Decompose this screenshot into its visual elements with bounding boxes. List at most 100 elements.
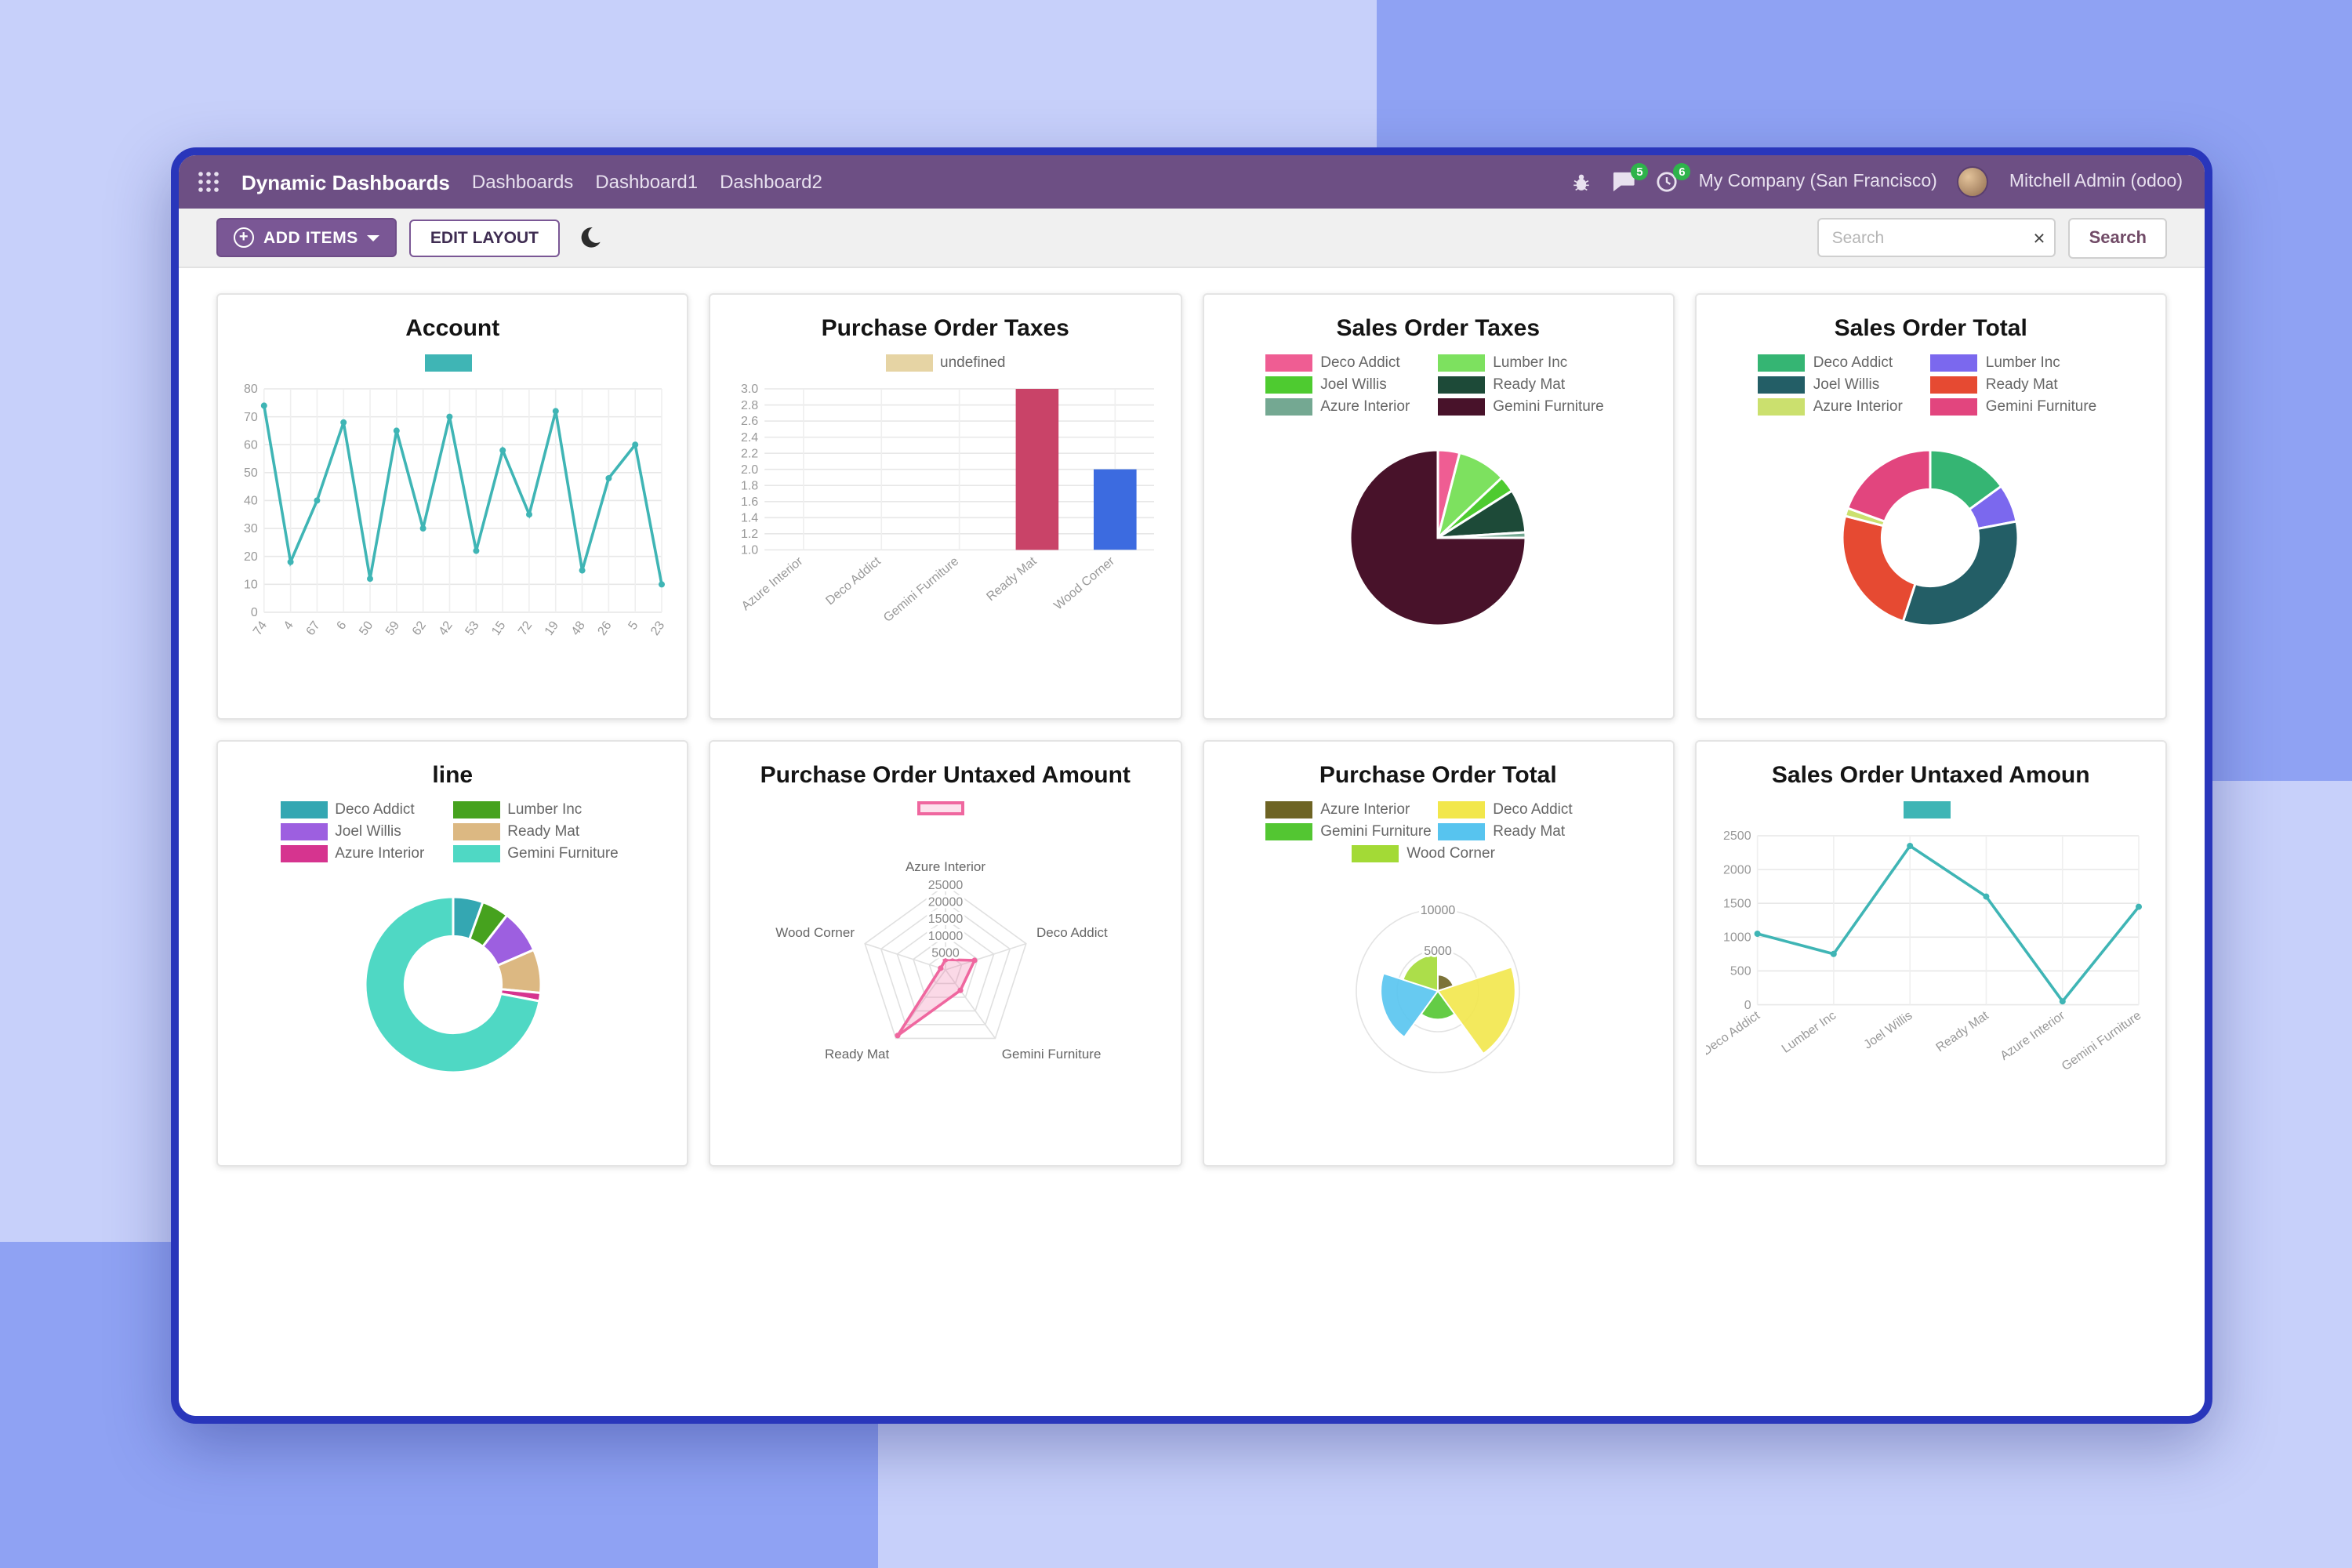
legend-item[interactable] [425, 354, 480, 371]
clear-search-icon[interactable]: × [2033, 225, 2045, 249]
legend-item[interactable]: Lumber Inc [1438, 354, 1610, 371]
svg-text:Ready Mat: Ready Mat [984, 554, 1040, 604]
legend-item[interactable]: Deco Addict [1758, 354, 1931, 371]
svg-text:1.4: 1.4 [741, 512, 758, 525]
legend-swatch [452, 844, 500, 862]
menu-dashboard2[interactable]: Dashboard2 [720, 171, 822, 193]
svg-text:40: 40 [243, 495, 257, 508]
svg-text:3.0: 3.0 [741, 383, 758, 396]
legend-item[interactable]: Lumber Inc [1930, 354, 2103, 371]
legend-item[interactable]: Wood Corner [1352, 844, 1524, 862]
legend-item[interactable]: Gemini Furniture [1930, 397, 2103, 415]
legend-swatch [1903, 800, 1951, 818]
svg-text:50: 50 [243, 466, 257, 480]
legend-item[interactable]: Gemini Furniture [1438, 397, 1610, 415]
legend-item[interactable]: Azure Interior [1265, 800, 1438, 818]
legend-item[interactable]: Deco Addict [1265, 354, 1438, 371]
legend-item[interactable]: Lumber Inc [452, 800, 625, 818]
chart-legend [264, 351, 641, 373]
control-panel-right: × Search [1817, 217, 2167, 258]
chart-canvas: 1.0 1.2 1.4 1.6 1.8 2.0 2.2 2.4 2.6 2.8 3.0 Azure I… [721, 376, 1170, 646]
svg-text:48: 48 [568, 619, 587, 637]
legend-item[interactable]: Deco Addict [280, 800, 452, 818]
dark-mode-moon-icon[interactable] [578, 226, 601, 249]
svg-text:Gemini Furniture: Gemini Furniture [1002, 1047, 1102, 1062]
bug-icon[interactable] [1572, 172, 1592, 192]
legend-swatch [1758, 397, 1806, 415]
messages-icon[interactable]: 5 [1613, 163, 1649, 193]
menu-dashboard1[interactable]: Dashboard1 [595, 171, 699, 193]
legend-item[interactable]: Joel Willis [1265, 376, 1438, 393]
legend-swatch [1352, 844, 1399, 862]
company-switcher[interactable]: My Company (San Francisco) [1698, 172, 1937, 191]
avatar[interactable] [1957, 166, 1989, 198]
legend-swatch [1265, 376, 1313, 393]
legend-swatch [452, 822, 500, 840]
svg-text:70: 70 [243, 411, 257, 424]
legend-item[interactable]: Deco Addict [1438, 800, 1610, 818]
legend-item[interactable]: Azure Interior [280, 844, 452, 862]
chart-canvas [1707, 420, 2155, 655]
legend-label: Joel Willis [1813, 376, 1880, 393]
legend-label: Azure Interior [1320, 800, 1410, 818]
svg-text:60: 60 [243, 438, 257, 452]
top-navbar: Dynamic Dashboards Dashboards Dashboard1… [179, 155, 2205, 209]
add-items-button[interactable]: + ADD ITEMS [216, 218, 397, 257]
card-title: line [432, 762, 474, 789]
svg-text:0: 0 [1744, 999, 1751, 1012]
legend-swatch [917, 800, 965, 815]
legend-swatch [1438, 397, 1486, 415]
legend-label: Lumber Inc [507, 800, 583, 818]
doughnut-chart [1842, 448, 2020, 627]
dashboard-card: Sales Order Total Deco Addict Lumber Inc J… [1694, 293, 2167, 720]
legend-label: Wood Corner [1406, 844, 1495, 862]
legend-label: Deco Addict [1493, 800, 1573, 818]
legend-item[interactable]: Gemini Furniture [1265, 822, 1438, 840]
user-menu[interactable]: Mitchell Admin (odoo) [2009, 172, 2183, 191]
svg-text:1.8: 1.8 [741, 479, 758, 492]
legend-item[interactable]: Ready Mat [1438, 822, 1610, 840]
svg-text:5000: 5000 [931, 946, 960, 960]
edit-layout-button[interactable]: EDIT LAYOUT [409, 219, 559, 256]
legend-item[interactable]: Ready Mat [1930, 376, 2103, 393]
card-title: Purchase Order Taxes [821, 315, 1069, 342]
svg-text:5000: 5000 [1424, 945, 1452, 958]
plus-icon: + [234, 227, 254, 248]
legend-swatch [280, 822, 328, 840]
legend-label: Gemini Furniture [507, 844, 619, 862]
dashboard-card: Purchase Order Total Azure Interior Deco … [1202, 740, 1675, 1167]
legend-item[interactable] [917, 800, 973, 815]
svg-text:Azure Interior: Azure Interior [906, 859, 985, 874]
legend-item[interactable]: undefined [885, 354, 1005, 371]
chart-legend [1743, 798, 2119, 820]
chart-canvas [1214, 420, 1662, 655]
svg-text:25000: 25000 [928, 879, 964, 892]
legend-swatch [1438, 376, 1486, 393]
legend-item[interactable]: Joel Willis [1758, 376, 1931, 393]
legend-label: Gemini Furniture [1320, 822, 1432, 840]
search-input[interactable] [1817, 218, 2056, 257]
apps-grid-icon[interactable] [198, 171, 220, 193]
svg-text:42: 42 [436, 619, 455, 637]
legend-item[interactable] [1903, 800, 1958, 818]
legend-swatch [1930, 354, 1978, 371]
activities-clock-icon[interactable]: 6 [1657, 163, 1691, 193]
chart-canvas: 0 10 20 30 40 50 60 70 80 74 4 67 6 50 59 62 42 53 15 72 19 4… [228, 376, 677, 646]
search-button[interactable]: Search [2068, 217, 2167, 258]
legend-swatch [1438, 822, 1486, 840]
legend-item[interactable]: Ready Mat [1438, 376, 1610, 393]
legend-item[interactable]: Azure Interior [1758, 397, 1931, 415]
chart-canvas: 0 500 1000 1500 2000 2500 Deco Addict Lumber In… [1707, 823, 2155, 1093]
legend-item[interactable]: Gemini Furniture [452, 844, 625, 862]
legend-swatch [1758, 376, 1806, 393]
doughnut-chart [363, 895, 542, 1074]
legend-item[interactable]: Joel Willis [280, 822, 452, 840]
dashboard-card: Account 0 10 20 30 40 50 60 70 80 74 4 67 6 50 59 62 42 5… [216, 293, 689, 720]
svg-text:10000: 10000 [928, 930, 964, 943]
menu-dashboards[interactable]: Dashboards [471, 171, 574, 193]
chart-canvas [228, 867, 677, 1102]
dashboard-card: Purchase Order Taxes undefined 1.0 1.2 1.4… [709, 293, 1181, 720]
legend-item[interactable]: Azure Interior [1265, 397, 1438, 415]
legend-item[interactable]: Ready Mat [452, 822, 625, 840]
card-title: Purchase Order Total [1319, 762, 1557, 789]
